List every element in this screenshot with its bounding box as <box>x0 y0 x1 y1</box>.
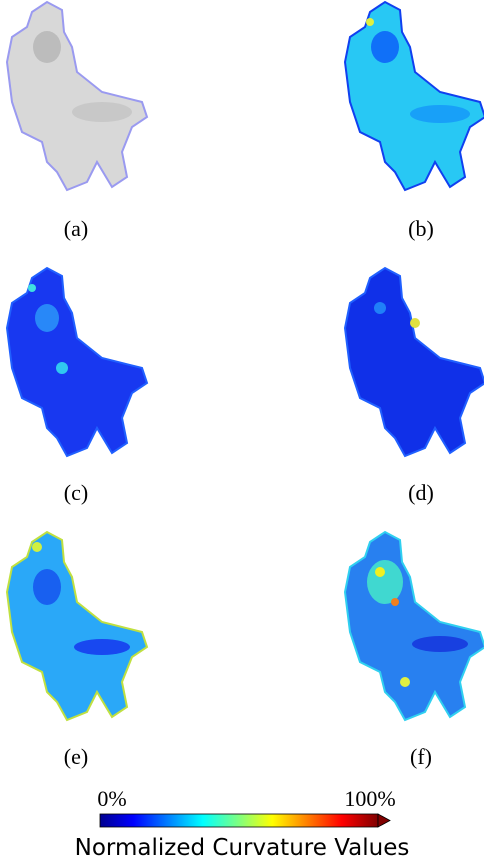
panel-label: (f) <box>410 744 432 769</box>
panel-label: (a) <box>64 216 88 241</box>
panel-label: (d) <box>408 480 434 505</box>
colorbar-min-label: 0% <box>97 786 126 811</box>
statue-d <box>345 268 484 456</box>
page: (a) (b) (c) (d) (e) (f) 0% 100% Normaliz… <box>0 0 484 861</box>
statue-e <box>7 532 147 720</box>
panel-label: (b) <box>408 216 434 241</box>
panel-label: (e) <box>64 744 88 769</box>
colorbar-max-label: 100% <box>344 786 395 811</box>
colorbar <box>100 814 390 827</box>
figure: (a) (b) (c) (d) (e) (f) 0% 100% Normaliz… <box>0 0 484 861</box>
statue-c <box>7 268 147 456</box>
statue-a <box>7 2 147 190</box>
colorbar-title: Normalized Curvature Values <box>75 835 410 861</box>
panel-label: (c) <box>64 480 88 505</box>
statue-f <box>345 532 484 720</box>
statue-b <box>345 2 484 190</box>
